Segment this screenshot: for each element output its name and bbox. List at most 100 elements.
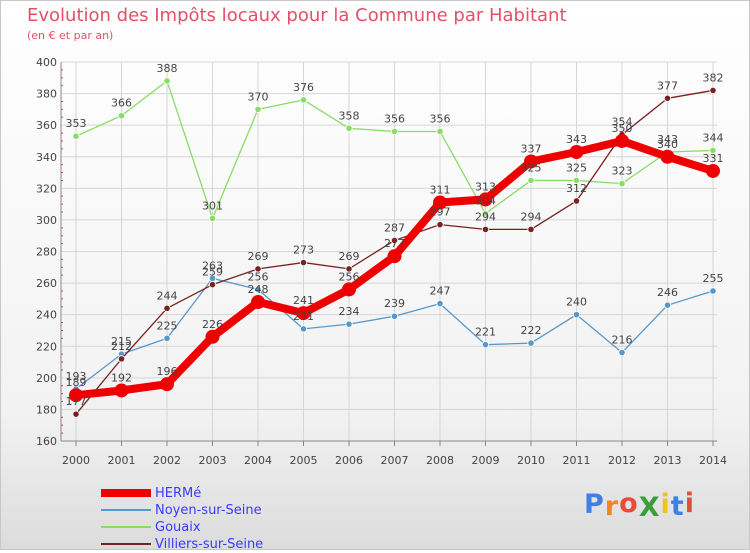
data-label-herm: 343	[566, 133, 587, 146]
data-label-gouaix: 301	[202, 199, 223, 212]
legend-label: Villiers-sur-Seine	[155, 537, 264, 552]
point-villiers-sur-seine	[299, 258, 308, 267]
point-villiers-sur-seine	[481, 225, 490, 233]
point-villiers-sur-seine	[663, 94, 672, 102]
x-tick-label: 2005	[290, 454, 318, 467]
data-label-noyen-sur-seine: 240	[566, 296, 587, 309]
point-villiers-sur-seine	[709, 86, 717, 95]
x-tick-label: 2006	[335, 454, 363, 467]
data-label-villiers-sur-seine: 294	[521, 210, 542, 223]
point-herm	[342, 282, 356, 297]
data-label-villiers-sur-seine: 354	[612, 116, 633, 129]
point-herm	[387, 249, 402, 264]
point-herm	[160, 377, 174, 392]
y-tick-label: 200	[36, 372, 57, 385]
x-tick-label: 2004	[244, 454, 272, 467]
data-label-noyen-sur-seine: 247	[430, 285, 451, 298]
proxiti-logo: ProXiti	[584, 488, 695, 523]
legend-swatch	[101, 509, 151, 511]
point-villiers-sur-seine	[572, 197, 581, 205]
data-label-noyen-sur-seine: 263	[202, 259, 223, 272]
logo-letter: i	[684, 488, 695, 519]
point-noyen-sur-seine	[163, 334, 171, 342]
x-tick-label: 2008	[426, 454, 454, 467]
point-gouaix	[72, 132, 80, 140]
data-label-noyen-sur-seine: 225	[157, 319, 178, 332]
logo-letter: r	[604, 491, 620, 522]
point-herm	[660, 149, 675, 164]
point-gouaix	[254, 105, 262, 113]
y-tick-label: 260	[36, 277, 57, 290]
point-villiers-sur-seine	[254, 265, 262, 273]
logo-letter: t	[670, 491, 685, 522]
data-label-gouaix: 376	[293, 81, 314, 94]
data-label-herm: 337	[521, 142, 542, 155]
data-label-villiers-sur-seine: 297	[430, 206, 451, 219]
y-tick-label: 320	[36, 182, 57, 195]
data-label-herm: 248	[248, 283, 269, 296]
point-gouaix	[299, 96, 308, 104]
point-villiers-sur-seine	[163, 304, 171, 312]
y-tick-label: 400	[36, 56, 57, 69]
data-label-noyen-sur-seine: 239	[384, 297, 405, 310]
data-label-herm: 340	[657, 138, 678, 151]
data-label-herm: 256	[339, 270, 360, 283]
x-tick-label: 2000	[62, 454, 90, 467]
series-lines	[69, 77, 720, 418]
x-tick-label: 2002	[153, 454, 181, 467]
x-tick-label: 2010	[517, 454, 545, 467]
point-noyen-sur-seine	[527, 339, 535, 347]
data-label-gouaix: 366	[111, 97, 132, 110]
point-noyen-sur-seine	[663, 301, 672, 309]
data-label-villiers-sur-seine: 312	[566, 182, 587, 195]
point-noyen-sur-seine	[572, 311, 581, 319]
data-label-herm: 331	[703, 152, 724, 165]
data-label-noyen-sur-seine: 256	[248, 270, 269, 283]
y-tick-label: 280	[36, 246, 57, 259]
point-herm	[205, 329, 220, 344]
point-gouaix	[709, 146, 717, 155]
point-herm	[251, 295, 265, 310]
data-label-gouaix: 323	[612, 165, 633, 178]
data-label-villiers-sur-seine: 177	[66, 395, 87, 408]
point-noyen-sur-seine	[390, 312, 399, 320]
point-gouaix	[345, 124, 353, 132]
point-herm	[569, 145, 584, 160]
point-gouaix	[618, 179, 626, 188]
data-label-herm: 313	[475, 180, 496, 193]
point-gouaix	[208, 214, 217, 222]
data-label-villiers-sur-seine: 269	[248, 250, 269, 263]
data-label-herm: 350	[612, 122, 633, 135]
data-label-noyen-sur-seine: 255	[703, 272, 724, 285]
data-label-villiers-sur-seine: 269	[339, 250, 360, 263]
point-herm	[69, 388, 83, 403]
point-noyen-sur-seine	[345, 320, 353, 328]
axes: 160 180 200 220 240 260 280 300 320 340 360 380 400 2…	[36, 56, 727, 467]
x-tick-label: 2009	[472, 454, 500, 467]
y-tick-label: 300	[36, 214, 57, 227]
data-label-herm: 241	[293, 294, 314, 307]
data-label-herm: 189	[66, 376, 87, 389]
data-label-gouaix: 356	[384, 112, 405, 125]
x-tick-label: 2011	[563, 454, 591, 467]
y-tick-label: 360	[36, 119, 57, 132]
data-label-gouaix: 325	[521, 161, 542, 174]
x-tick-label: 2007	[381, 454, 409, 467]
data-label-villiers-sur-seine: 259	[202, 266, 223, 279]
data-label-gouaix: 370	[248, 90, 269, 103]
data-label-noyen-sur-seine: 246	[657, 286, 678, 299]
point-gouaix	[390, 127, 399, 136]
x-tick-label: 2013	[654, 454, 682, 467]
logo-letter: P	[584, 489, 605, 520]
data-label-noyen-sur-seine: 234	[339, 305, 360, 318]
logo-letter: X	[638, 492, 661, 523]
x-tick-label: 2014	[699, 454, 727, 467]
data-label-noyen-sur-seine: 216	[612, 334, 633, 347]
y-tick-label: 340	[36, 151, 57, 164]
x-tick-label: 2001	[108, 454, 136, 467]
point-noyen-sur-seine	[254, 285, 262, 293]
legend-swatch	[101, 526, 151, 528]
data-label-gouaix: 356	[430, 112, 451, 125]
